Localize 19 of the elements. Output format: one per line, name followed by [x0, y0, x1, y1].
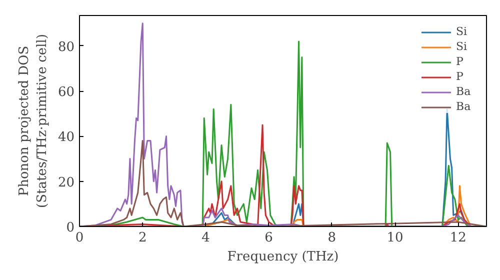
x-tick-label: 8 [328, 230, 336, 246]
x-tick-label: 10 [386, 230, 404, 246]
x-tick-label: 4 [202, 230, 210, 246]
y-axis-title: Phonon projected DOS (States/THz·primitive cell) [16, 34, 50, 208]
legend-label: P [456, 55, 464, 68]
y-tick-label: 60 [58, 85, 75, 100]
x-tick-label: 12 [450, 230, 466, 246]
x-tick-label: 6 [264, 230, 273, 246]
y-tick-label: 40 [58, 130, 75, 146]
y-tick-label: 0 [66, 220, 75, 236]
legend-label: Ba [456, 100, 472, 113]
legend-label: P [456, 70, 464, 83]
legend-label: Si [456, 25, 468, 38]
legend-label: Ba [456, 85, 472, 98]
y-tick-label: 80 [58, 40, 75, 55]
x-tick-label: 2 [138, 230, 147, 246]
y-tick-label: 20 [58, 175, 75, 190]
legend-label: Si [456, 40, 468, 53]
x-axis-title: Frequency (THz) [227, 250, 339, 264]
